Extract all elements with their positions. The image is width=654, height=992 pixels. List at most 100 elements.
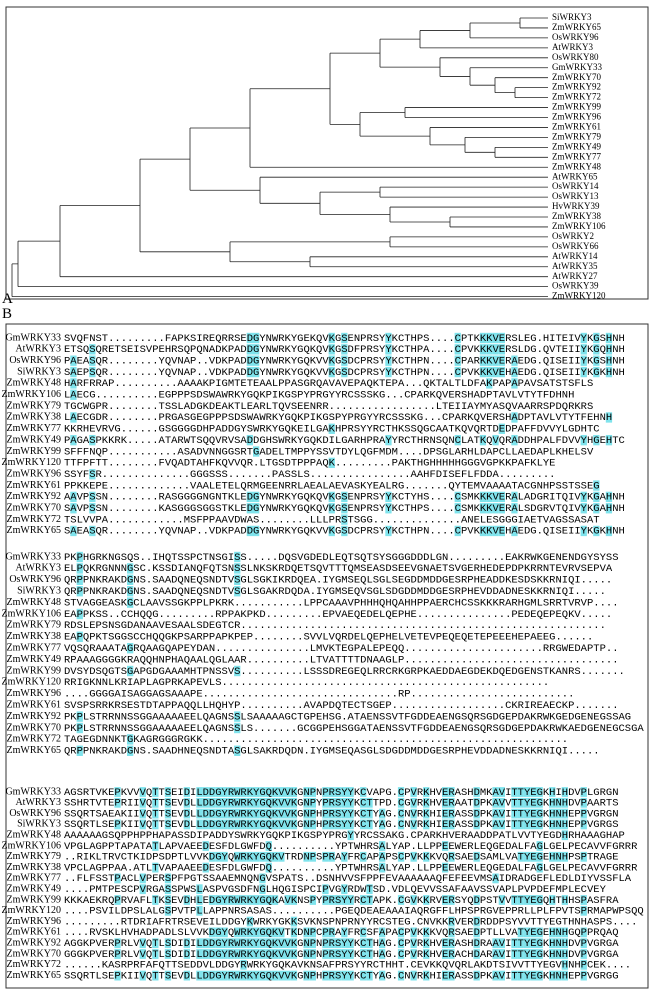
leaf-label: ZmWRKY70 xyxy=(552,72,601,82)
residue-highlight xyxy=(530,819,537,830)
residue-highlight xyxy=(196,884,203,895)
residue-highlight xyxy=(253,949,260,959)
residue-highlight xyxy=(511,787,518,797)
leaf-label: ZmWRKY96 xyxy=(552,112,601,122)
residue-highlight xyxy=(580,344,587,355)
sequence: PAEASQR........YQVNAP..VDKPADDGYNWRKYGQK… xyxy=(64,355,625,367)
residue-highlight xyxy=(442,938,449,949)
residue-highlight xyxy=(70,434,77,446)
residue-highlight xyxy=(164,949,172,959)
residue-highlight xyxy=(309,819,316,830)
residue-highlight xyxy=(309,895,316,905)
residue-highlight xyxy=(498,970,505,981)
residue-highlight xyxy=(246,332,253,344)
leaf-label: HvWRKY39 xyxy=(552,201,600,211)
residue-highlight xyxy=(139,873,146,884)
residue-highlight xyxy=(523,970,531,981)
residue-highlight xyxy=(536,797,543,808)
residue-highlight xyxy=(303,970,310,981)
residue-highlight xyxy=(580,970,587,981)
sequence: AGGKPVERPRLVVQTLSDIDILDDGYRWRKYGQKVVKGNP… xyxy=(64,938,619,950)
residue-highlight xyxy=(328,491,335,503)
residue-highlight xyxy=(580,525,587,537)
residue-highlight xyxy=(246,916,253,927)
residue-highlight xyxy=(536,927,543,938)
residue-highlight xyxy=(555,797,562,808)
residue-highlight xyxy=(360,938,367,949)
leaf-label: OsWRKY80 xyxy=(552,52,599,62)
residue-highlight xyxy=(423,797,430,808)
residue-highlight xyxy=(511,938,518,949)
residue-highlight xyxy=(70,412,77,423)
sequence-name: ZmWRKY49 xyxy=(7,434,61,445)
residue-highlight xyxy=(227,808,235,819)
residue-highlight xyxy=(215,797,222,808)
residue-highlight xyxy=(517,808,524,819)
residue-highlight xyxy=(593,434,600,446)
residue-highlight xyxy=(442,808,449,819)
residue-highlight xyxy=(89,491,96,503)
residue-highlight xyxy=(240,895,247,905)
residue-highlight xyxy=(70,491,77,503)
sequence-name: ZmWRKY99 xyxy=(7,665,61,676)
residue-highlight xyxy=(183,808,190,819)
residue-highlight xyxy=(397,808,405,819)
residue-highlight xyxy=(492,970,499,981)
sequence: PAGASPKKRK.....ATARWTSQQVRVSADDGHSWRKYGQ… xyxy=(64,435,625,447)
residue-highlight xyxy=(271,938,279,949)
residue-highlight xyxy=(278,970,285,981)
residue-highlight xyxy=(605,332,613,344)
leaf-label: AtWRKY27 xyxy=(552,271,598,281)
residue-highlight xyxy=(379,808,386,819)
residue-highlight xyxy=(561,895,568,905)
residue-highlight xyxy=(341,366,348,378)
residue-highlight xyxy=(164,884,172,895)
residue-highlight xyxy=(341,503,348,514)
leaf-label: AtWRKY3 xyxy=(552,42,593,52)
residue-highlight xyxy=(530,970,537,981)
residue-highlight xyxy=(385,525,392,537)
residue-highlight xyxy=(473,938,480,949)
residue-highlight xyxy=(114,797,121,808)
residue-highlight xyxy=(259,797,266,808)
residue-highlight xyxy=(253,355,260,366)
residue-highlight xyxy=(259,949,266,959)
residue-highlight xyxy=(536,819,543,830)
sequence-name: AtWRKY3 xyxy=(15,563,61,574)
residue-highlight xyxy=(523,797,531,808)
residue-highlight xyxy=(442,970,449,981)
sequence: HARFRRAP..........AAAAKPIGMTETEAALPPASGR… xyxy=(64,378,593,390)
residue-highlight xyxy=(215,927,222,938)
residue-highlight xyxy=(498,787,505,797)
residue-highlight xyxy=(215,787,222,797)
sequence: STVAGGEASKGCLAAVSSGKPPLPKRK...........LP… xyxy=(64,597,619,609)
residue-highlight xyxy=(76,551,83,563)
tree-branches xyxy=(11,17,548,297)
residue-highlight xyxy=(555,808,562,819)
sequence-name: OsWRKY96 xyxy=(9,355,61,366)
residue-highlight xyxy=(341,938,348,949)
sequence: TTFPFTT........FVQADTAHFKQVVQR.LTGSDTPPP… xyxy=(64,458,555,470)
residue-highlight xyxy=(253,787,260,797)
sequence-name: ZmWRKY49 xyxy=(7,654,61,665)
residue-highlight xyxy=(221,797,228,808)
sequence-name: ZmWRKY120 xyxy=(2,457,61,468)
residue-highlight xyxy=(196,797,203,808)
residue-highlight xyxy=(240,808,247,819)
residue-highlight xyxy=(152,819,159,830)
residue-highlight xyxy=(536,949,543,959)
residue-highlight xyxy=(328,808,335,819)
residue-highlight xyxy=(555,970,562,981)
residue-highlight xyxy=(290,819,298,830)
residue-highlight xyxy=(454,434,461,446)
sequence: AAVPSSN........RASGGGGNGNTKLEDGYNWRKYGQK… xyxy=(64,492,625,504)
residue-highlight xyxy=(341,797,348,808)
residue-highlight xyxy=(517,787,524,797)
residue-highlight xyxy=(202,970,209,981)
residue-highlight xyxy=(605,355,613,366)
residue-highlight xyxy=(278,808,285,819)
sequence-name: GmWRKY33 xyxy=(5,551,61,562)
sequence: TGCWGPR........TSSLADGKDEAKTLEARLTQVSEEN… xyxy=(64,401,593,413)
residue-highlight xyxy=(253,797,260,808)
